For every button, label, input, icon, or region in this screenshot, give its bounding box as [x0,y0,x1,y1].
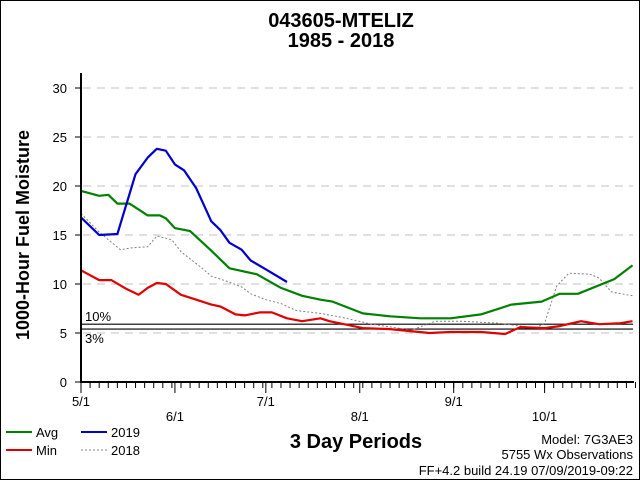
x-tick-label: 7/1 [257,394,275,409]
chart-title: 043605-MTELIZ [268,10,414,32]
observations-label: 5755 Wx Observations [501,447,633,462]
x-axis-label: 3 Day Periods [290,431,422,453]
model-label: Model: 7G3AE3 [541,432,633,447]
series-line-2018 [80,213,633,331]
legend-label: 2018 [111,443,140,458]
y-tick-label: 15 [53,228,67,243]
y-tick-label: 20 [53,179,67,194]
threshold-label: 3% [85,331,104,346]
legend-label: Min [36,443,57,458]
series-line-min [80,269,633,336]
x-tick-label: 8/1 [351,409,369,424]
chart-subtitle: 1985 - 2018 [288,30,395,52]
x-tick-label: 10/1 [532,409,557,424]
x-tick-label: 9/1 [445,394,463,409]
y-tick-label: 0 [60,375,67,390]
series-line-2019 [80,147,288,283]
series-line-avg [80,189,634,320]
y-tick-label: 25 [53,130,67,145]
legend-label: Avg [36,425,58,440]
y-axis-label: 1000-Hour Fuel Moisture [13,130,33,340]
build-label: FF+4.2 build 24.19 07/09/2019-09:22 [419,463,633,478]
y-tick-label: 10 [53,277,67,292]
y-tick-label: 5 [60,326,67,341]
x-tick-label: 5/1 [72,394,90,409]
legend: Avg 2019 Min 2018 [6,425,140,458]
y-tick-label: 30 [53,81,67,96]
legend-label: 2019 [111,425,140,440]
threshold-label: 10% [85,309,111,324]
x-tick-label: 6/1 [166,409,184,424]
